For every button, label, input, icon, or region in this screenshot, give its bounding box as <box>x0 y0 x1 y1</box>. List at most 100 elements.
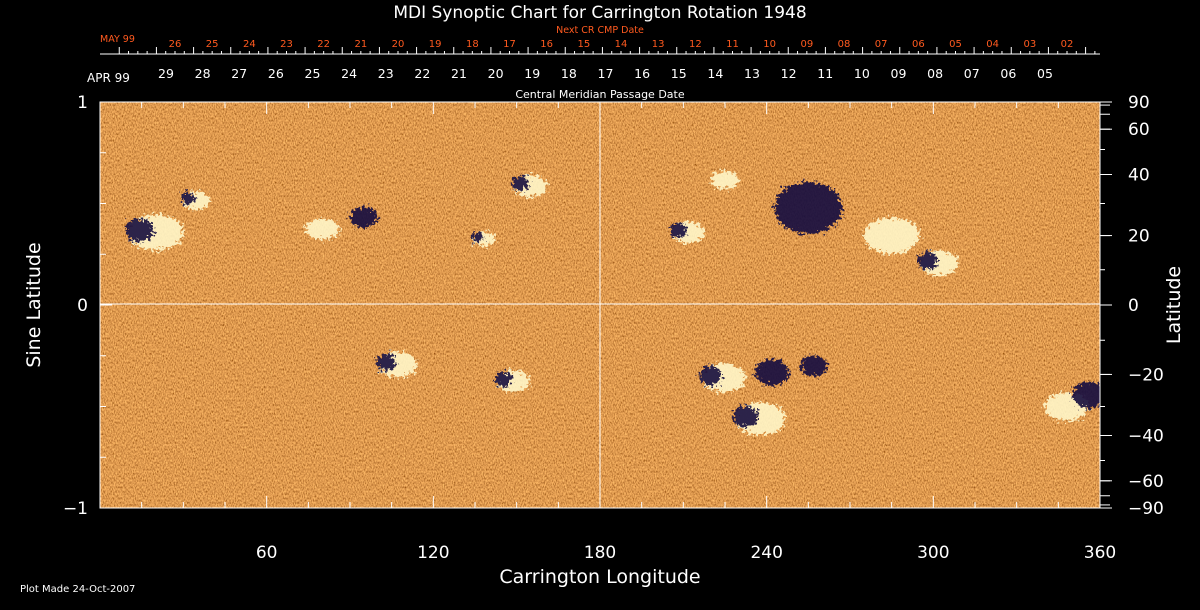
next-cr-day-label: 07 <box>875 39 888 50</box>
y-right-tick-label: −90 <box>1128 499 1164 519</box>
negative-polarity-patch <box>1071 382 1100 409</box>
cmp-day-label: 06 <box>1000 66 1016 81</box>
negative-polarity-patch <box>800 355 828 377</box>
cmp-day-label: 14 <box>707 66 723 81</box>
y-right-tick-label: 0 <box>1128 296 1139 316</box>
cmp-day-label: 23 <box>378 66 394 81</box>
next-cr-axis-month: MAY 99 <box>100 34 135 45</box>
next-cr-day-label: 13 <box>652 39 665 50</box>
cmp-day-label: 19 <box>524 66 540 81</box>
x-tick-label: 240 <box>750 543 782 563</box>
axes: 60 120 180 240 300 360 1 0 −1 90 60 40 20 0 −20 −40 −60 −… <box>63 93 1164 563</box>
next-cr-day-label: 08 <box>838 39 851 50</box>
x-tick-label: 120 <box>417 543 449 563</box>
cmp-day-label: 09 <box>891 66 907 81</box>
negative-polarity-patch <box>755 359 790 386</box>
y-right-tick-label: −60 <box>1128 472 1164 492</box>
next-cr-day-label: 21 <box>354 39 367 50</box>
cmp-day-label: 24 <box>341 66 357 81</box>
magnetogram-field <box>100 102 1100 508</box>
next-cr-day-label: 24 <box>243 39 256 50</box>
next-cr-day-label: 14 <box>615 39 628 50</box>
y-axis-right-label: Latitude <box>1163 266 1185 344</box>
next-cr-day-label: 10 <box>763 39 776 50</box>
cmp-day-label: 17 <box>598 66 614 81</box>
cmp-day-label: 18 <box>561 66 577 81</box>
next-cr-day-label: 09 <box>800 39 813 50</box>
y-left-tick-label: 1 <box>77 93 88 113</box>
next-cr-day-label: 15 <box>577 39 590 50</box>
positive-polarity-patch <box>711 171 739 190</box>
y-right-tick-label: 90 <box>1128 93 1150 113</box>
cmp-axis-month: APR 99 <box>87 71 130 85</box>
y-right-tick-label: 20 <box>1128 227 1150 247</box>
plot-made-footer: Plot Made 24-Oct-2007 <box>20 584 135 595</box>
cmp-day-label: 12 <box>781 66 797 81</box>
cmp-day-label: 27 <box>231 66 247 81</box>
next-cr-day-label: 22 <box>317 39 330 50</box>
negative-polarity-patch <box>376 353 396 371</box>
cmp-day-label: 08 <box>927 66 943 81</box>
cmp-day-label: 15 <box>671 66 687 81</box>
y-right-tick-label: 60 <box>1128 120 1150 140</box>
cmp-day-label: 05 <box>1037 66 1053 81</box>
x-tick-label: 60 <box>256 543 278 563</box>
next-cr-cmp-axis: 26 25 24 23 22 21 20 19 18 17 16 15 14 13 12 11 10 09 08 07… <box>100 39 1100 55</box>
next-cr-day-label: 05 <box>949 39 962 50</box>
next-cr-day-label: 11 <box>726 39 739 50</box>
cmp-day-label: 20 <box>488 66 504 81</box>
y-right-tick-label: −20 <box>1128 365 1164 385</box>
cmp-day-label: 26 <box>268 66 284 81</box>
cmp-day-label: 21 <box>451 66 467 81</box>
x-tick-label: 360 <box>1084 543 1116 563</box>
next-cr-day-label: 03 <box>1023 39 1036 50</box>
y-axis-left-label: Sine Latitude <box>23 242 45 367</box>
cmp-day-label: 11 <box>817 66 833 81</box>
cmp-day-label: 10 <box>854 66 870 81</box>
cmp-day-label: 13 <box>744 66 760 81</box>
x-tick-label: 300 <box>917 543 949 563</box>
next-cr-day-label: 06 <box>912 39 925 50</box>
next-cr-day-label: 04 <box>986 39 999 50</box>
cmp-day-label: 29 <box>158 66 174 81</box>
next-cr-day-label: 25 <box>206 39 219 50</box>
y-right-tick-label: 40 <box>1128 166 1150 186</box>
negative-polarity-patch <box>774 181 843 234</box>
y-left-tick-label: −1 <box>63 499 88 519</box>
next-cr-day-label: 02 <box>1061 39 1074 50</box>
negative-polarity-patch <box>917 252 938 270</box>
negative-polarity-patch <box>350 206 378 228</box>
next-cr-day-label: 18 <box>466 39 479 50</box>
negative-polarity-patch <box>670 223 687 238</box>
negative-polarity-patch <box>471 232 483 242</box>
negative-polarity-patch <box>495 371 512 387</box>
next-cr-axis-title: Next CR CMP Date <box>556 25 644 36</box>
x-axis-label: Carrington Longitude <box>499 566 700 588</box>
next-cr-day-label: 16 <box>540 39 553 50</box>
cmp-date-axis: 29 28 27 26 25 24 23 22 21 20 19 18 17 16 15 14 13 12 11 10… <box>158 66 1053 81</box>
next-cr-day-label: 26 <box>169 39 182 50</box>
cmp-day-label: 22 <box>414 66 430 81</box>
y-right-tick-label: −40 <box>1128 426 1164 446</box>
positive-polarity-patch <box>305 218 340 240</box>
next-cr-day-label: 12 <box>689 39 702 50</box>
cmp-day-label: 25 <box>305 66 321 81</box>
cmp-day-label: 07 <box>964 66 980 81</box>
next-cr-day-label: 23 <box>280 39 293 50</box>
negative-polarity-patch <box>699 366 722 386</box>
y-left-tick-label: 0 <box>77 296 88 316</box>
negative-polarity-patch <box>511 176 529 191</box>
negative-polarity-patch <box>732 405 759 428</box>
cmp-day-label: 16 <box>634 66 650 81</box>
next-cr-day-label: 19 <box>429 39 442 50</box>
positive-polarity-patch <box>863 217 920 254</box>
negative-polarity-patch <box>180 192 195 205</box>
cmp-axis-title: Central Meridian Passage Date <box>515 88 684 101</box>
cmp-day-label: 28 <box>195 66 211 81</box>
chart-title: MDI Synoptic Chart for Carrington Rotati… <box>393 3 806 23</box>
next-cr-day-label: 17 <box>503 39 516 50</box>
negative-polarity-patch <box>125 218 154 243</box>
x-tick-label: 180 <box>584 543 616 563</box>
next-cr-day-label: 20 <box>392 39 405 50</box>
